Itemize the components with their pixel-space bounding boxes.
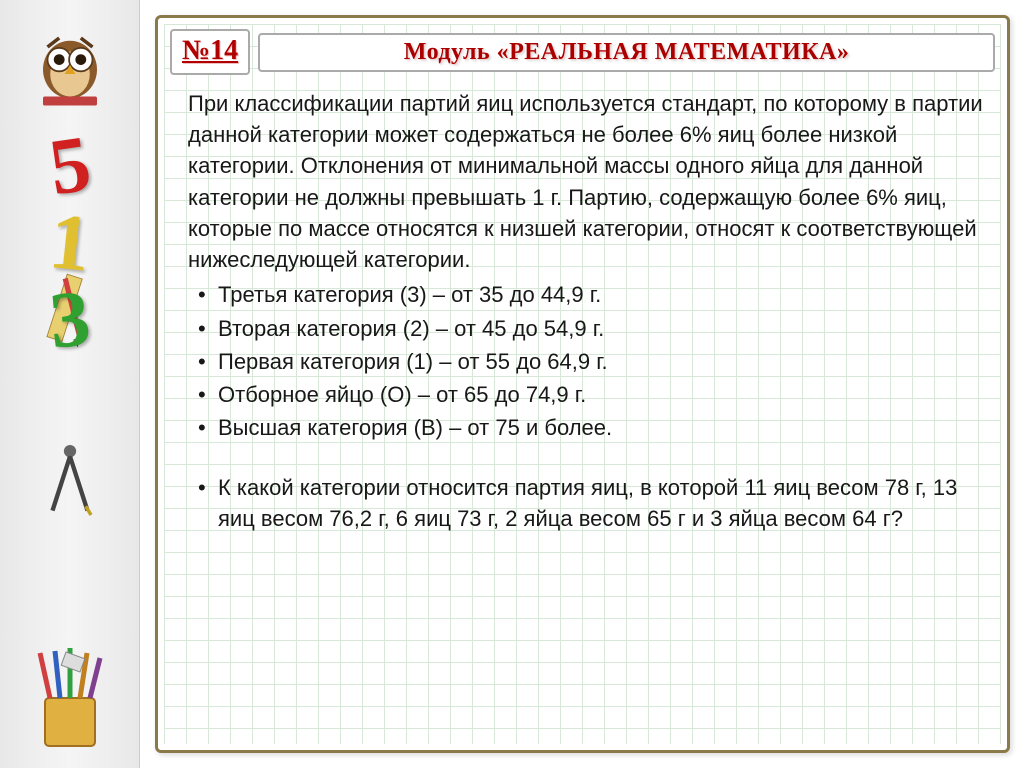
module-title: Модуль «РЕАЛЬНАЯ МАТЕМАТИКА» (404, 39, 850, 65)
list-item: Высшая категория (В) – от 75 и более. (188, 412, 985, 443)
owl-mascot-icon (25, 20, 115, 110)
list-item: Вторая категория (2) – от 45 до 54,9 г. (188, 313, 985, 344)
category-list: Третья категория (3) – от 35 до 44,9 г. … (188, 279, 985, 443)
slide-number-box: №14 (170, 29, 250, 75)
question-block: К какой категории относится партия яиц, … (188, 472, 985, 534)
decor-digit-1: 1 (46, 205, 93, 281)
list-item: Первая категория (1) – от 55 до 64,9 г. (188, 346, 985, 377)
list-item: Третья категория (3) – от 35 до 44,9 г. (188, 279, 985, 310)
decor-digit-3: 3 (46, 282, 92, 357)
question-text: К какой категории относится партия яиц, … (188, 472, 985, 534)
decor-digit-5: 5 (45, 128, 95, 205)
slide-number: №14 (182, 35, 238, 66)
slide-content: При классификации партий яиц используетс… (188, 88, 985, 536)
slide-card: №14 Модуль «РЕАЛЬНАЯ МАТЕМАТИКА» При кла… (155, 15, 1010, 753)
title-row: №14 Модуль «РЕАЛЬНАЯ МАТЕМАТИКА» (170, 30, 995, 74)
module-title-box: Модуль «РЕАЛЬНАЯ МАТЕМАТИКА» (258, 33, 995, 72)
pencil-cup-icon (15, 643, 125, 753)
intro-paragraph: При классификации партий яиц используетс… (188, 88, 985, 275)
compass-icon (35, 440, 105, 520)
list-item: Отборное яйцо (О) – от 65 до 74,9 г. (188, 379, 985, 410)
decor-sidebar: 5 1 3 (0, 0, 140, 768)
